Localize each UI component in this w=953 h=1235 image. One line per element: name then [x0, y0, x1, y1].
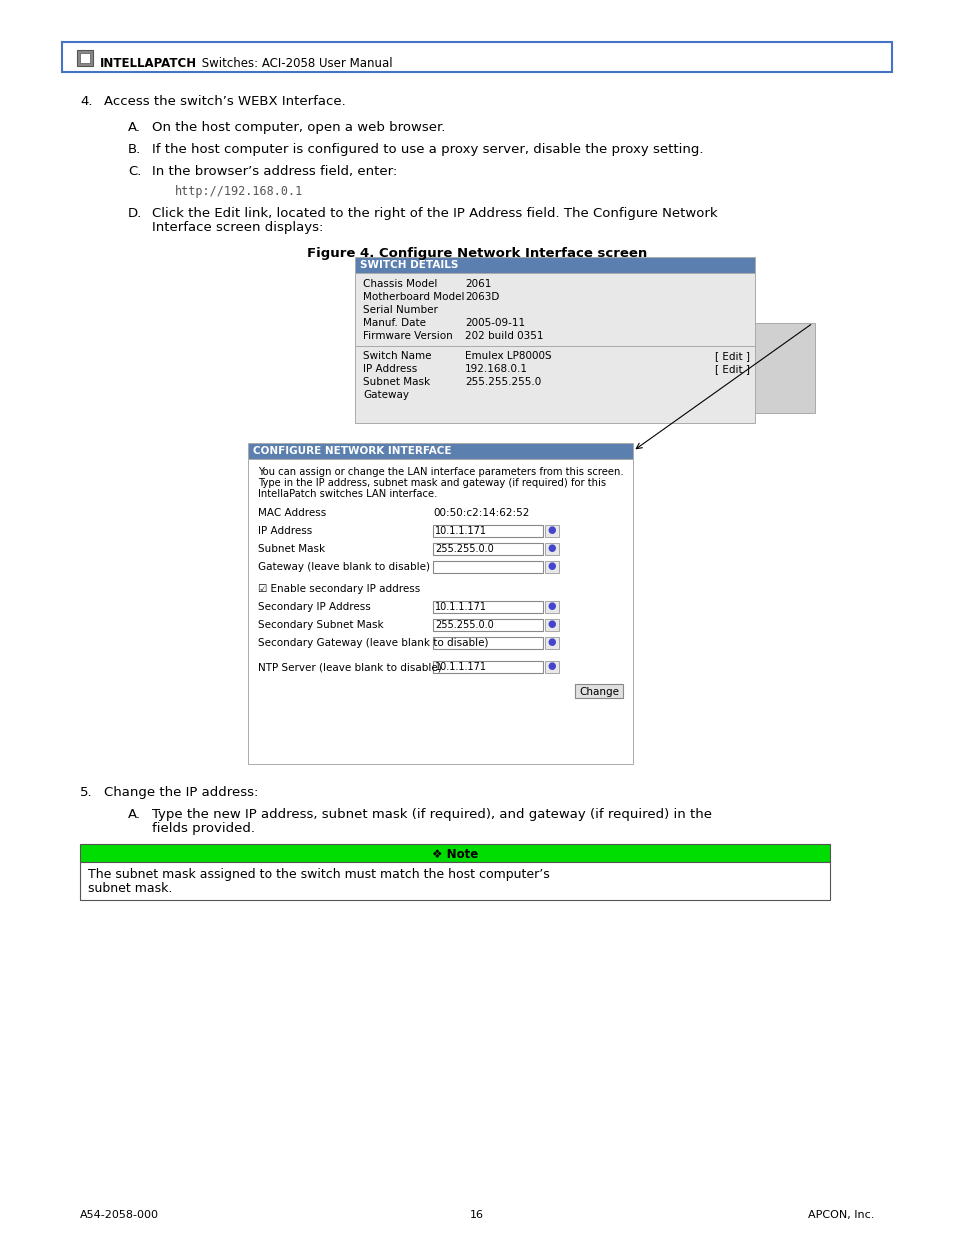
Text: Click the Edit link, located to the right of the IP Address field. The Configure: Click the Edit link, located to the righ… [152, 207, 717, 220]
Text: 202 build 0351: 202 build 0351 [464, 331, 543, 341]
Text: 5.: 5. [80, 785, 92, 799]
Bar [433, 637, 542, 650]
Text: 255.255.255.0: 255.255.255.0 [464, 377, 540, 387]
Text: 10.1.1.171: 10.1.1.171 [435, 662, 486, 672]
Text: 2063D: 2063D [464, 291, 498, 303]
Bar [248, 459, 633, 764]
Text: You can assign or change the LAN interface parameters from this screen.: You can assign or change the LAN interfa… [257, 467, 623, 477]
Text: Firmware Version: Firmware Version [363, 331, 453, 341]
Text: A.: A. [128, 808, 141, 821]
Text: If the host computer is configured to use a proxy server, disable the proxy sett: If the host computer is configured to us… [152, 143, 702, 156]
Text: 00:50:c2:14:62:52: 00:50:c2:14:62:52 [433, 508, 529, 517]
Text: In the browser’s address field, enter:: In the browser’s address field, enter: [152, 165, 396, 178]
Text: Secondary Gateway (leave blank to disable): Secondary Gateway (leave blank to disabl… [257, 638, 488, 648]
Text: Gateway: Gateway [363, 390, 409, 400]
Text: Type in the IP address, subnet mask and gateway (if required) for this: Type in the IP address, subnet mask and … [257, 478, 605, 488]
Text: subnet mask.: subnet mask. [88, 882, 172, 895]
Text: Access the switch’s WEBX Interface.: Access the switch’s WEBX Interface. [104, 95, 345, 107]
Text: ❖ Note: ❖ Note [432, 848, 477, 861]
Text: ●: ● [547, 601, 556, 611]
Bar [62, 42, 891, 72]
Text: Secondary IP Address: Secondary IP Address [257, 601, 371, 613]
Text: 4.: 4. [80, 95, 92, 107]
Bar [80, 844, 829, 862]
Bar [433, 525, 542, 537]
Bar [248, 443, 633, 459]
Text: Change the IP address:: Change the IP address: [104, 785, 258, 799]
Text: Figure 4. Configure Network Interface screen: Figure 4. Configure Network Interface sc… [307, 247, 646, 261]
Text: Motherboard Model: Motherboard Model [363, 291, 464, 303]
Bar [433, 619, 542, 631]
Text: [ Edit ]: [ Edit ] [714, 351, 749, 361]
Text: CONFIGURE NETWORK INTERFACE: CONFIGURE NETWORK INTERFACE [253, 446, 451, 456]
Text: 192.168.0.1: 192.168.0.1 [464, 364, 527, 374]
Text: Switches: ACI-2058 User Manual: Switches: ACI-2058 User Manual [198, 57, 393, 70]
Text: 255.255.0.0: 255.255.0.0 [435, 620, 494, 630]
Bar [433, 543, 542, 555]
Text: A.: A. [128, 121, 141, 135]
Text: Subnet Mask: Subnet Mask [257, 543, 325, 555]
Text: C.: C. [128, 165, 141, 178]
Text: INTELLAPATCH: INTELLAPATCH [100, 57, 197, 70]
Text: Chassis Model: Chassis Model [363, 279, 436, 289]
Text: IntellaPatch switches LAN interface.: IntellaPatch switches LAN interface. [257, 489, 436, 499]
Bar [355, 257, 754, 273]
Text: ☑ Enable secondary IP address: ☑ Enable secondary IP address [257, 584, 420, 594]
Bar [544, 543, 558, 555]
Text: ●: ● [547, 661, 556, 671]
Bar [544, 601, 558, 613]
Text: Secondary Subnet Mask: Secondary Subnet Mask [257, 620, 383, 630]
Text: SWITCH DETAILS: SWITCH DETAILS [359, 261, 457, 270]
Bar [77, 49, 92, 65]
Text: ●: ● [547, 543, 556, 553]
Text: 2061: 2061 [464, 279, 491, 289]
Text: D.: D. [128, 207, 142, 220]
Text: ●: ● [547, 525, 556, 535]
Text: Type the new IP address, subnet mask (if required), and gateway (if required) in: Type the new IP address, subnet mask (if… [152, 808, 711, 821]
Text: B.: B. [128, 143, 141, 156]
Text: On the host computer, open a web browser.: On the host computer, open a web browser… [152, 121, 445, 135]
Text: 10.1.1.171: 10.1.1.171 [435, 526, 486, 536]
Text: Switch Name: Switch Name [363, 351, 431, 361]
Text: Subnet Mask: Subnet Mask [363, 377, 430, 387]
Text: 255.255.0.0: 255.255.0.0 [435, 543, 494, 555]
Text: IP Address: IP Address [363, 364, 416, 374]
Text: APCON, Inc.: APCON, Inc. [807, 1210, 873, 1220]
Text: ●: ● [547, 561, 556, 571]
Bar [754, 324, 814, 412]
Bar [80, 53, 90, 63]
Bar [544, 619, 558, 631]
Bar [544, 661, 558, 673]
Text: Change: Change [578, 687, 618, 697]
Bar [355, 273, 754, 424]
Text: ●: ● [547, 619, 556, 629]
Text: http://192.168.0.1: http://192.168.0.1 [174, 185, 303, 198]
Text: fields provided.: fields provided. [152, 823, 254, 835]
Bar [575, 684, 622, 698]
Bar [433, 661, 542, 673]
Text: [ Edit ]: [ Edit ] [714, 364, 749, 374]
Bar [80, 862, 829, 900]
Text: Interface screen displays:: Interface screen displays: [152, 221, 323, 233]
Bar [433, 601, 542, 613]
Text: The subnet mask assigned to the switch must match the host computer’s: The subnet mask assigned to the switch m… [88, 868, 549, 881]
Text: 2005-09-11: 2005-09-11 [464, 317, 524, 329]
Bar [544, 561, 558, 573]
Text: Manuf. Date: Manuf. Date [363, 317, 426, 329]
Text: Gateway (leave blank to disable): Gateway (leave blank to disable) [257, 562, 430, 572]
Text: IP Address: IP Address [257, 526, 312, 536]
Text: Serial Number: Serial Number [363, 305, 437, 315]
Text: NTP Server (leave blank to disable): NTP Server (leave blank to disable) [257, 662, 441, 672]
Text: 16: 16 [470, 1210, 483, 1220]
Bar [544, 637, 558, 650]
Text: A54-2058-000: A54-2058-000 [80, 1210, 159, 1220]
Text: Emulex LP8000S: Emulex LP8000S [464, 351, 551, 361]
Bar [544, 525, 558, 537]
Text: ●: ● [547, 637, 556, 647]
Text: MAC Address: MAC Address [257, 508, 326, 517]
Text: 10.1.1.171: 10.1.1.171 [435, 601, 486, 613]
Bar [433, 561, 542, 573]
